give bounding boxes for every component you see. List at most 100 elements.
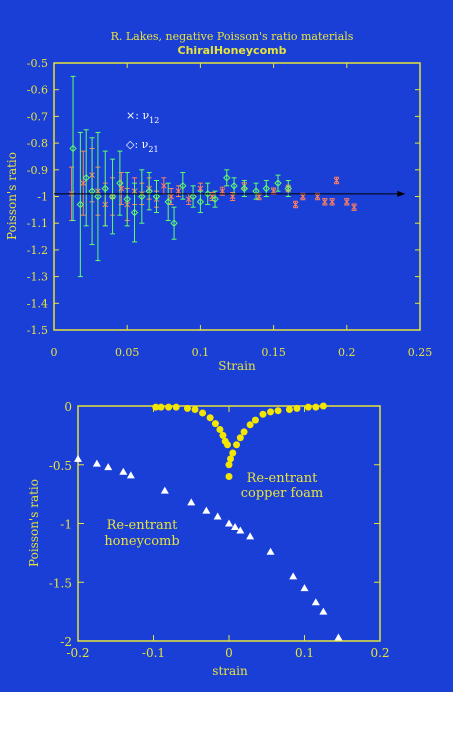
- data-point-x: [256, 193, 262, 200]
- top-chart-reference-arrow: [54, 190, 406, 197]
- top-chart-legend: ×: ν12 ◇: ν21: [126, 109, 159, 154]
- data-point-triangle: [236, 526, 245, 534]
- data-point-triangle: [311, 598, 320, 606]
- y-tick-label: -1.4: [27, 297, 48, 310]
- y-tick-label: -0.5: [49, 459, 72, 473]
- figure-background: [0, 0, 453, 692]
- y-tick-label: -2: [60, 635, 72, 649]
- data-point-x: [300, 193, 306, 200]
- data-point-circle: [267, 408, 275, 416]
- data-point-diamond: [262, 184, 270, 193]
- data-point-circle: [172, 403, 180, 411]
- data-point-diamond: [130, 208, 139, 217]
- data-point-triangle: [92, 459, 101, 467]
- data-point-triangle: [104, 463, 113, 471]
- bottom-chart-x-ticks: -0.2 -0.1 0 0.1 0.2: [66, 406, 390, 660]
- data-point-circle: [285, 406, 293, 414]
- y-tick-label: -0.5: [27, 57, 48, 70]
- series-ν21: [69, 75, 292, 278]
- legend-nu12-sub: 12: [149, 116, 159, 125]
- bottom-chart-series: [74, 402, 343, 641]
- data-point-x: [160, 182, 167, 189]
- legend-nu21-sub: 21: [148, 145, 158, 154]
- data-point-x: [229, 193, 236, 200]
- top-chart-y-label: Poisson's ratio: [5, 152, 19, 240]
- data-point-circle: [165, 403, 173, 411]
- data-point-diamond: [204, 190, 212, 198]
- data-point-x: [219, 188, 226, 195]
- data-point-triangle: [289, 572, 298, 580]
- x-tick-label: 0.1: [192, 346, 210, 359]
- data-point-diamond: [189, 192, 197, 201]
- data-point-x: [80, 180, 87, 187]
- y-tick-label: -1.1: [27, 217, 48, 230]
- data-point-diamond: [196, 198, 205, 206]
- data-point-triangle: [202, 506, 211, 514]
- data-point-triangle: [266, 547, 275, 555]
- data-point-x: [185, 196, 192, 203]
- data-point-circle: [312, 403, 320, 411]
- top-chart-title: R. Lakes, negative Poisson's ratio mater…: [111, 30, 354, 43]
- bottom-chart-x-label: strain: [212, 664, 248, 678]
- top-chart-subtitle: ChiralHoneycomb: [178, 44, 287, 57]
- data-point-circle: [274, 407, 282, 415]
- annotation-foam-line2: copper foam: [241, 486, 324, 501]
- data-point-x: [175, 188, 182, 195]
- data-point-diamond: [170, 219, 178, 227]
- y-tick-label: -0.7: [27, 110, 48, 123]
- data-point-x: [351, 204, 357, 211]
- annotation-honeycomb-line1: Re-entrant: [107, 518, 179, 533]
- data-point-circle: [229, 449, 237, 457]
- data-point-circle: [152, 403, 160, 411]
- data-point-circle: [157, 403, 165, 411]
- y-tick-label: -1.2: [27, 244, 48, 257]
- data-point-diamond: [123, 195, 131, 203]
- top-chart-y-ticks: -0.5 -0.6 -0.7 -0.8 -0.9 -1 -1.1 -1.2 -1.3 -1.4 -1…: [27, 57, 420, 337]
- data-point-x: [329, 198, 336, 205]
- x-tick-label: 0.1: [295, 646, 314, 660]
- data-point-diamond: [179, 182, 187, 190]
- data-point-triangle: [74, 454, 82, 462]
- legend-nu12: ×: ν12: [126, 109, 159, 125]
- top-chart: R. Lakes, negative Poisson's ratio mater…: [5, 30, 432, 373]
- data-point-circle: [225, 461, 233, 469]
- legend-nu21-symbol: ν: [142, 138, 149, 151]
- data-point-x: [168, 193, 174, 200]
- legend-nu12-marker: ×:: [126, 109, 139, 122]
- data-point-diamond: [76, 200, 85, 209]
- data-point-circle: [191, 406, 199, 414]
- data-point-diamond: [230, 182, 238, 190]
- y-tick-label: -1.3: [27, 271, 48, 284]
- data-point-triangle: [126, 471, 135, 479]
- data-point-triangle: [225, 519, 233, 527]
- x-tick-label: 0.25: [408, 346, 433, 359]
- data-point-circle: [219, 431, 227, 439]
- top-chart-x-ticks: 0 0.05 0.1 0.15 0.2 0.25: [51, 63, 433, 359]
- x-tick-label: 0.2: [370, 646, 389, 660]
- bottom-chart: 0 -0.5 -1 -1.5 -2 -0.2 -0.1 0 0.1 0.2 strain Poi…: [27, 400, 390, 678]
- series-Re-entrant copper foam: [152, 402, 327, 480]
- data-point-x: [343, 198, 350, 205]
- annotation-honeycomb-line2: honeycomb: [104, 534, 179, 549]
- y-tick-label: -1.5: [49, 576, 72, 590]
- data-point-circle: [304, 403, 312, 411]
- data-point-circle: [233, 441, 241, 449]
- data-point-x: [270, 188, 277, 195]
- data-point-diamond: [138, 192, 146, 201]
- y-tick-label: -1.5: [27, 324, 48, 337]
- data-point-x: [333, 177, 340, 184]
- data-point-x: [197, 185, 204, 192]
- y-tick-label: -0.9: [27, 164, 48, 177]
- data-point-circle: [199, 409, 207, 417]
- data-point-triangle: [213, 512, 222, 520]
- data-point-diamond: [82, 174, 90, 182]
- x-tick-label: 0.05: [115, 346, 140, 359]
- data-point-circle: [183, 404, 191, 412]
- data-point-x: [292, 201, 299, 208]
- data-point-triangle: [246, 532, 255, 540]
- data-point-diamond: [274, 179, 282, 187]
- annotation-foam-line1: Re-entrant: [247, 471, 319, 486]
- data-point-triangle: [300, 584, 309, 592]
- x-tick-label: 0.15: [261, 346, 286, 359]
